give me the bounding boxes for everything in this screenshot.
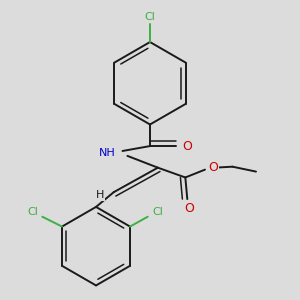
Text: Cl: Cl bbox=[145, 13, 155, 22]
Text: NH: NH bbox=[98, 148, 115, 158]
Text: O: O bbox=[208, 161, 218, 174]
Text: H: H bbox=[96, 190, 104, 200]
Text: Cl: Cl bbox=[27, 207, 38, 217]
Text: O: O bbox=[182, 140, 192, 153]
Text: Cl: Cl bbox=[152, 207, 163, 217]
Text: O: O bbox=[184, 202, 194, 215]
